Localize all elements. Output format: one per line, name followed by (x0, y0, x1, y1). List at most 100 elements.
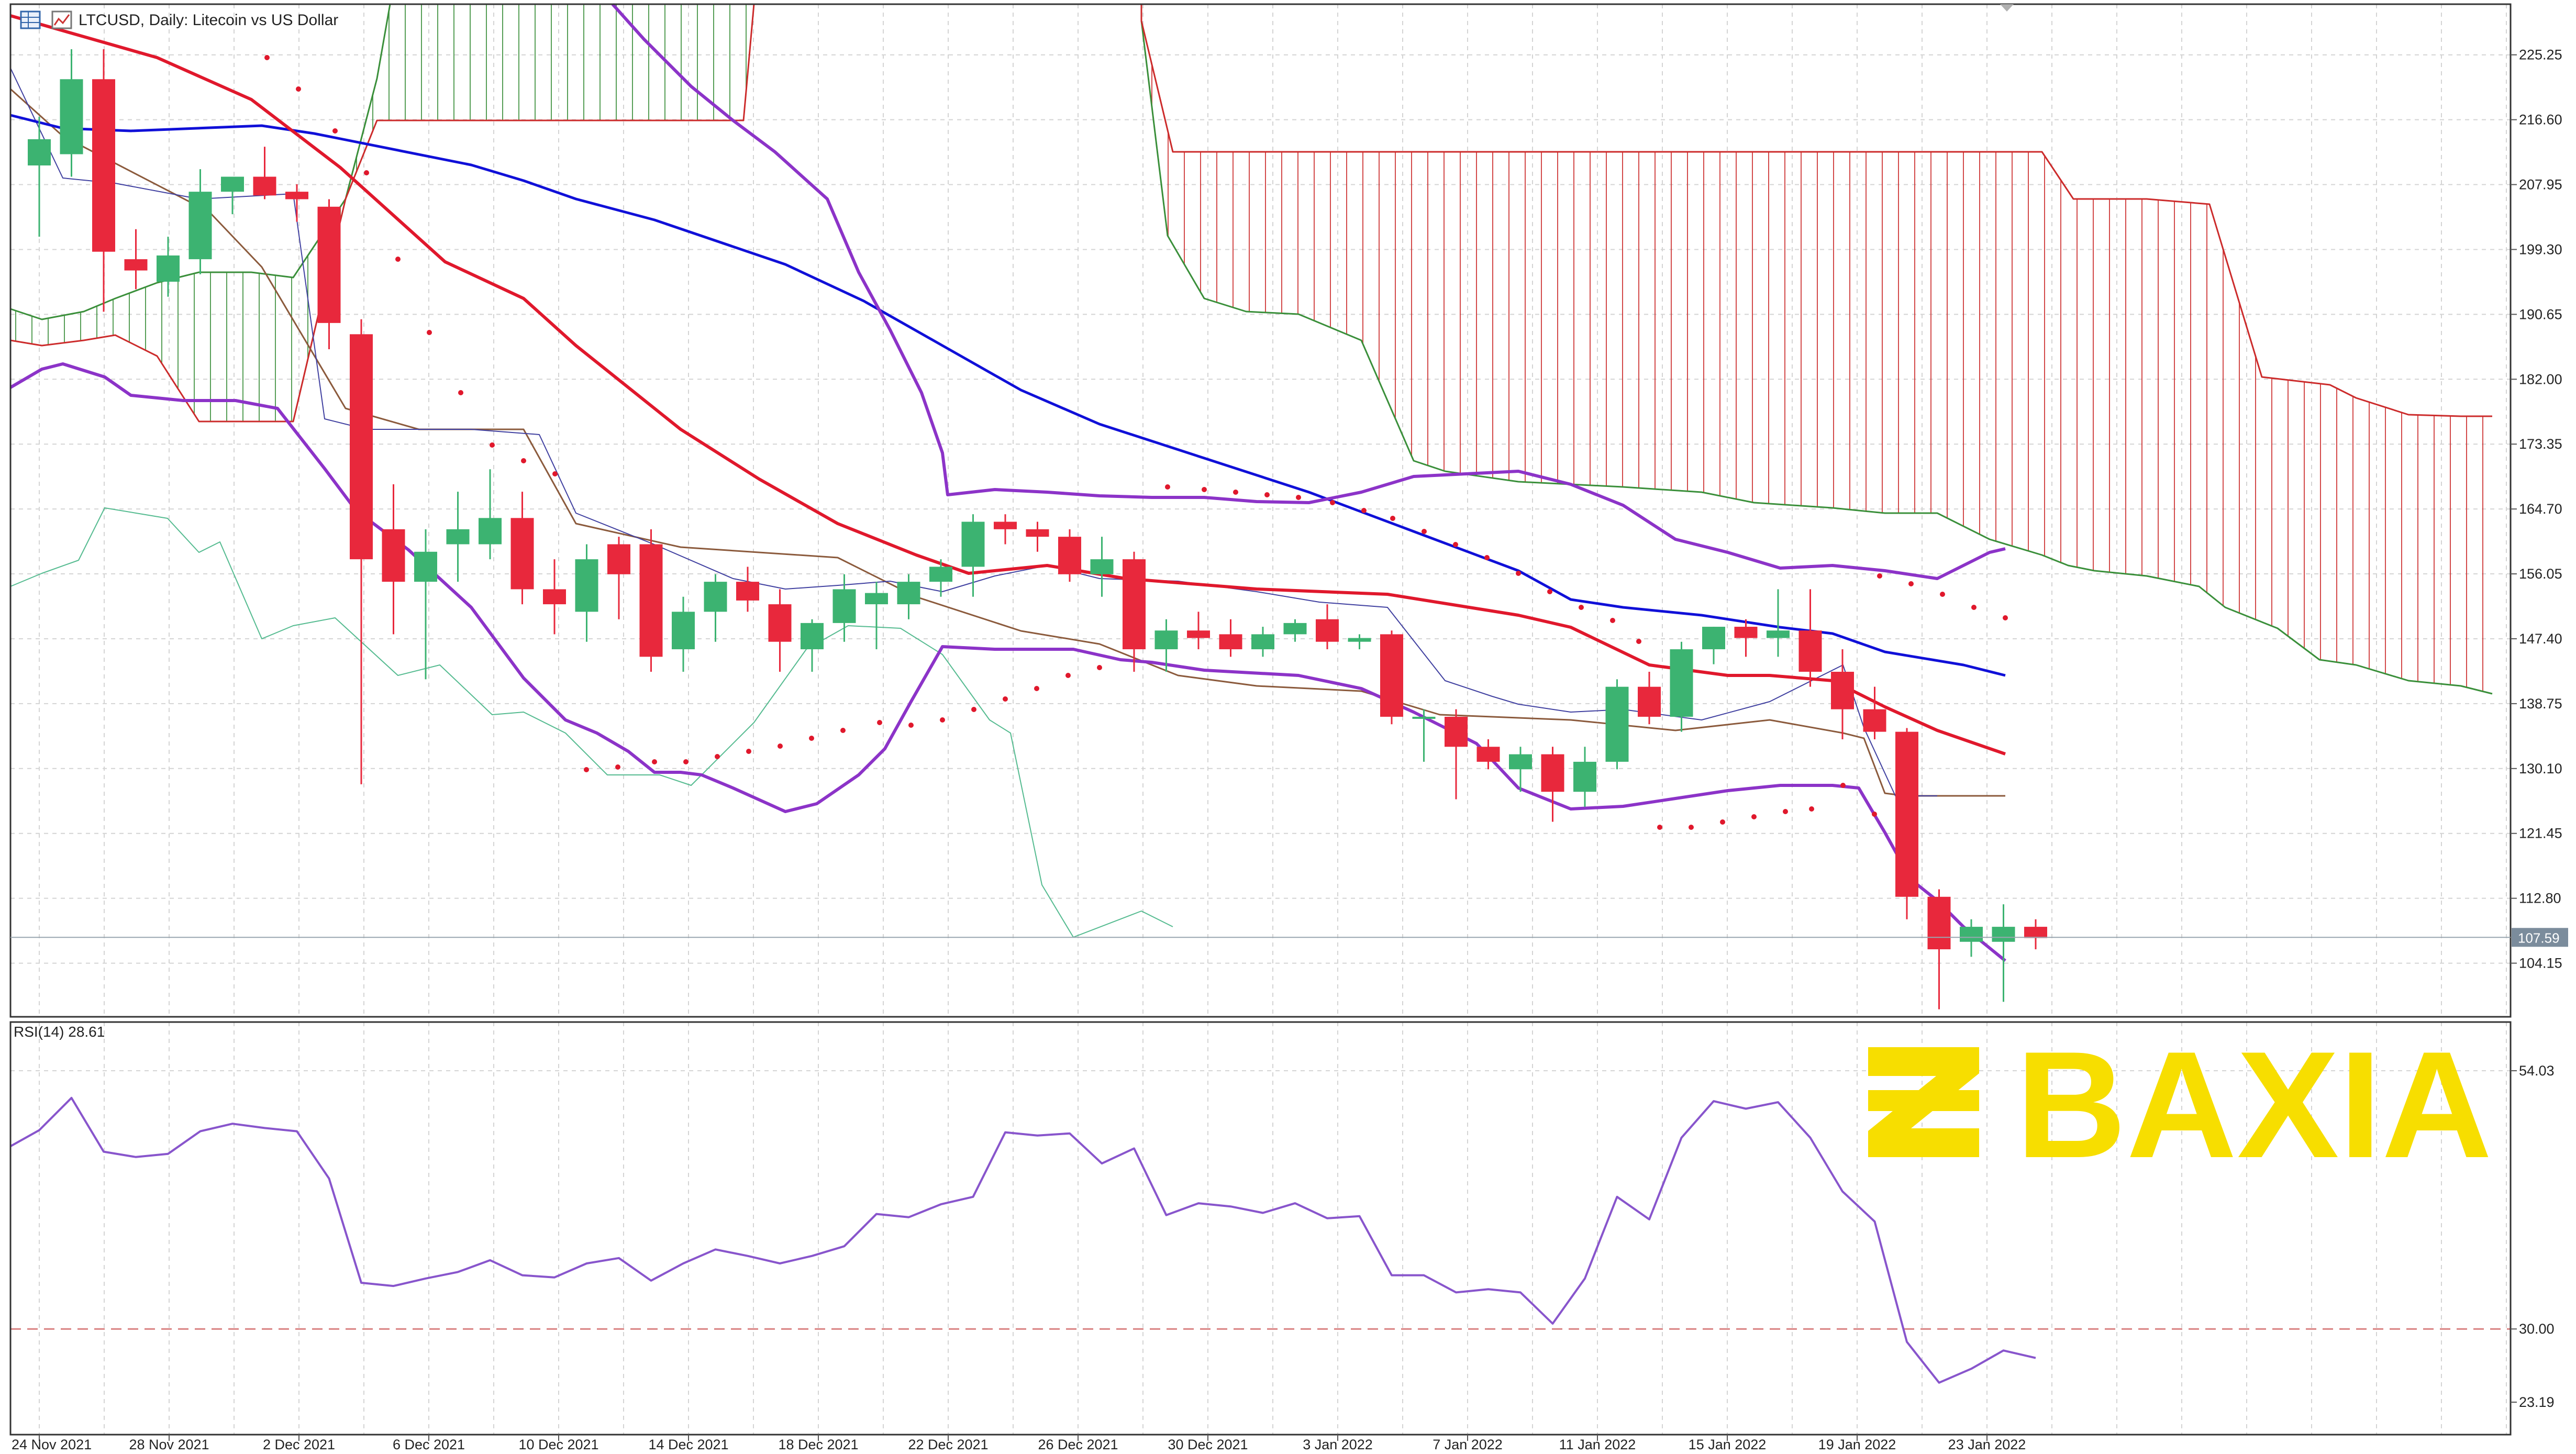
sar-dot (809, 736, 814, 741)
sar-dot (1296, 495, 1301, 500)
sar-dot (1579, 605, 1584, 610)
candle-body (1380, 634, 1403, 717)
sar-dot (1034, 686, 1039, 691)
sar-dot (332, 128, 338, 134)
sar-dot (615, 764, 620, 770)
candle-body (1026, 529, 1049, 537)
sar-dot (683, 759, 689, 764)
x-tick-label: 28 Nov 2021 (129, 1437, 209, 1451)
candle-body (832, 589, 856, 623)
sar-dot (1361, 508, 1367, 513)
parabolic-sar (264, 55, 2008, 830)
sar-dot (940, 717, 945, 723)
x-tick-label: 6 Dec 2021 (393, 1437, 465, 1451)
y-tick-label: 138.75 (2519, 696, 2562, 712)
candle-body (1316, 619, 1339, 642)
sar-dot (1065, 673, 1071, 678)
candle-body (1412, 716, 1436, 719)
x-tick-label: 30 Dec 2021 (1168, 1437, 1248, 1451)
candle-body (1573, 761, 1596, 792)
candle-body (1283, 623, 1307, 635)
y-tick-label: 207.95 (2519, 177, 2562, 193)
candle-body (1123, 559, 1146, 650)
rsi-panel-border (9, 1021, 2512, 1436)
rsi-label: RSI(14) 28.61 (14, 1024, 105, 1040)
candle-body (1767, 630, 1790, 638)
sar-dot (521, 458, 526, 463)
sar-dot (778, 743, 783, 749)
sar-dot (1657, 825, 1662, 830)
x-tick-label: 23 Jan 2022 (1948, 1437, 2026, 1451)
y-tick-label: 147.40 (2519, 631, 2562, 647)
candle-body (672, 612, 695, 650)
sar-dot (1165, 484, 1170, 490)
envelope-lower (9, 362, 2006, 962)
candle-body (350, 334, 373, 560)
candle-body (1960, 927, 1983, 942)
sar-dot (1610, 618, 1615, 623)
sar-dot (1940, 592, 1945, 597)
candle-body (1863, 709, 1886, 732)
candle-body (221, 176, 244, 192)
x-tick-label: 14 Dec 2021 (648, 1437, 728, 1451)
sar-dot (908, 723, 914, 728)
sar-dot (490, 442, 495, 448)
kijun-sen-line (9, 88, 2005, 797)
sar-dot (877, 720, 882, 725)
candle-body (2024, 927, 2047, 938)
candle-body (1831, 672, 1854, 709)
y-tick-label: 121.45 (2519, 826, 2562, 841)
x-tick-label: 18 Dec 2021 (778, 1437, 858, 1451)
sar-dot (652, 759, 657, 764)
candle-body (736, 582, 759, 601)
y-tick-label: 104.15 (2519, 956, 2562, 971)
candles (28, 49, 2047, 1009)
senkou-span-a (10, 3, 2493, 695)
candle-body (382, 529, 405, 582)
candle-body (1541, 754, 1564, 792)
candle-body (1476, 747, 1500, 762)
candle-body (1798, 630, 1822, 672)
sar-dot (1872, 812, 1877, 817)
sar-dot (1809, 806, 1814, 812)
sar-dot (584, 767, 589, 772)
sar-dot (1751, 814, 1757, 819)
candle-body (1187, 630, 1210, 638)
candle-body (479, 518, 502, 545)
candle-body (897, 582, 920, 605)
candle-body (575, 559, 598, 612)
y-tick-label: 182.00 (2519, 371, 2562, 387)
y-tick-label: 130.10 (2519, 761, 2562, 776)
candle-body (414, 551, 437, 582)
moving-average-red (10, 14, 2006, 756)
moving-average-blue (10, 114, 2006, 677)
sar-dot (1202, 487, 1207, 492)
y-tick-label: 199.30 (2519, 241, 2562, 257)
candle-body (188, 192, 212, 260)
y-tick-label: 156.05 (2519, 566, 2562, 582)
sar-dot (395, 257, 401, 262)
candle-body (124, 259, 148, 271)
candle-body (60, 79, 83, 154)
rsi-tick-label: 23.19 (2519, 1394, 2555, 1410)
sar-dot (458, 390, 463, 395)
sar-dot (1840, 783, 1846, 788)
sar-dot (1422, 529, 1427, 534)
x-tick-label: 24 Nov 2021 (12, 1437, 92, 1451)
candle-body (1670, 649, 1693, 717)
y-tick-label: 216.60 (2519, 112, 2562, 128)
candle-body (994, 521, 1017, 529)
candle-body (639, 544, 663, 657)
candle-body (801, 623, 824, 650)
sar-dot (1097, 665, 1102, 670)
sar-dot (1453, 542, 1458, 547)
candle-body (1509, 754, 1532, 770)
sar-dot (1636, 639, 1641, 644)
chart-table-icon (20, 10, 41, 29)
sar-dot (1720, 819, 1725, 825)
candle-body (1154, 630, 1178, 650)
candle-body (446, 529, 470, 545)
candle-body (1702, 627, 1725, 650)
sar-dot (264, 55, 270, 60)
sar-dot (1003, 696, 1008, 702)
